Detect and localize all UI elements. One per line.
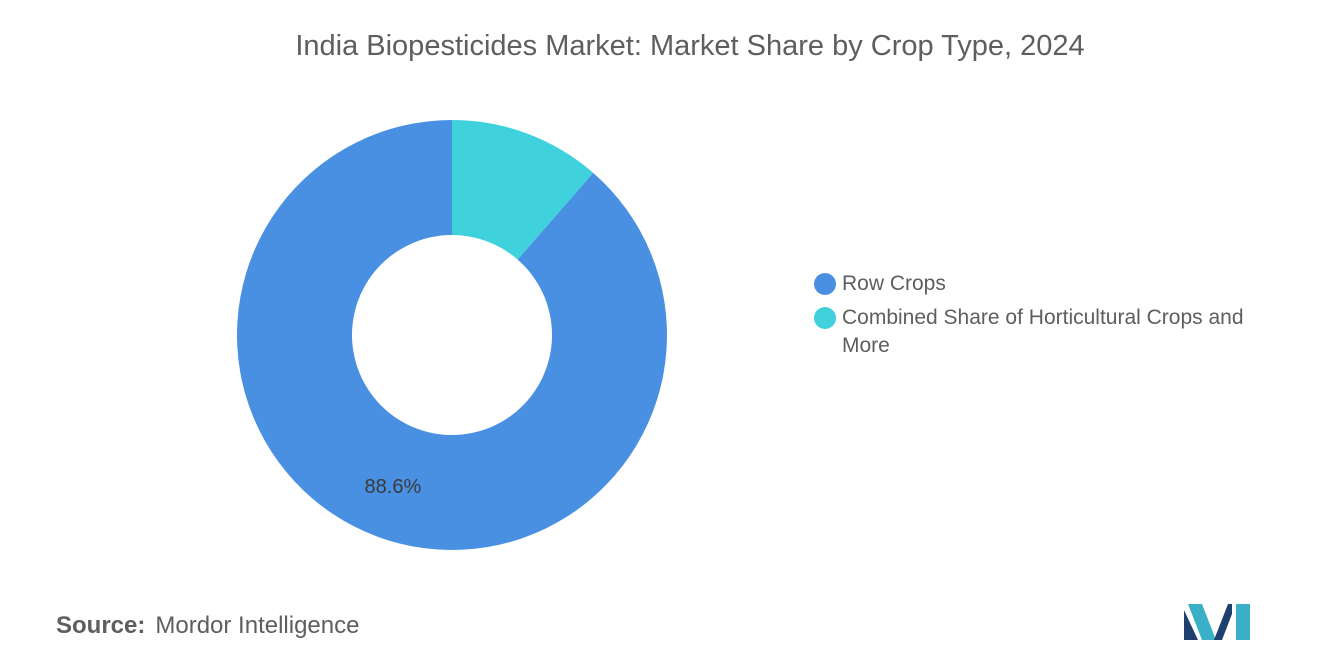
legend-item: Row Crops [814,270,1294,298]
legend-label: Row Crops [842,272,946,295]
legend-item: Combined Share of Horticultural Crops an… [814,304,1294,360]
chart-title: India Biopesticides Market: Market Share… [295,30,1085,62]
legend-label: Combined Share of Horticultural Crops an… [842,306,1244,357]
source-key: Source: [56,612,146,639]
source-note: Source: Mordor Intelligence [56,612,359,640]
legend-swatch [814,273,836,295]
donut-slice-horticultural-crops [452,120,594,260]
chart-legend: Row Crops Combined Share of Horticultural… [814,270,1294,366]
slice-data-label: 88.6% [365,476,422,498]
legend-swatch [814,307,836,329]
source-value: Mordor Intelligence [155,612,360,639]
mordor-intelligence-logo-icon [1184,604,1250,640]
donut-slice-row-crops [237,120,668,551]
